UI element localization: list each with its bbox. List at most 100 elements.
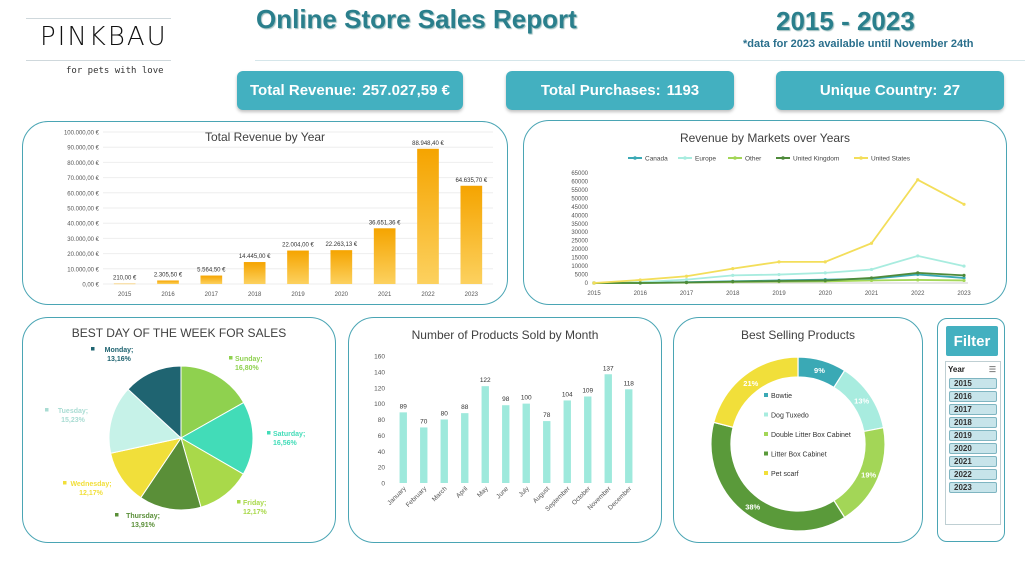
- legend-marker: [733, 156, 737, 160]
- pie-slice: [108, 388, 183, 454]
- data-label: 22.263,13 €: [325, 242, 357, 248]
- slicer-year-2020[interactable]: 2020: [949, 443, 997, 454]
- revenue-by-year-panel: Total Revenue by Year 0,00 € 10.000,00 € 2…: [22, 121, 508, 305]
- data-label: 14.445,00 €: [239, 254, 271, 260]
- x-tick-label: 2021: [865, 291, 879, 297]
- x-tick-label: 2019: [772, 291, 786, 297]
- slicer-year-2016[interactable]: 2016: [949, 391, 997, 402]
- data-point: [777, 260, 781, 264]
- slice-label: Friday;: [243, 500, 266, 507]
- data-point: [823, 271, 827, 275]
- slice-value: 19%: [861, 471, 876, 480]
- slicer-year-2017[interactable]: 2017: [949, 404, 997, 415]
- x-tick-label: 2016: [634, 291, 648, 297]
- data-label: 137: [603, 365, 614, 372]
- kpi-total-revenue: Total Revenue: 257.027,59 €: [237, 71, 463, 110]
- legend-label: Other: [745, 156, 762, 163]
- data-point: [777, 272, 781, 277]
- kpi-country-value: 27: [943, 82, 961, 99]
- kpi-total-purchases: Total Purchases: 1193: [506, 71, 734, 110]
- legend-marker: [229, 356, 233, 360]
- slicer-year-2023[interactable]: 2023: [949, 482, 997, 493]
- x-tick-label: 2022: [421, 292, 435, 298]
- y-tick-label: 0,00 €: [82, 283, 99, 289]
- pie-slice: [180, 365, 245, 439]
- slicer-year-2018[interactable]: 2018: [949, 417, 997, 428]
- data-point: [916, 254, 920, 258]
- bar: [330, 250, 353, 284]
- data-point: [638, 281, 642, 285]
- y-tick-label: 55000: [571, 188, 588, 194]
- filter-button[interactable]: Filter: [946, 326, 998, 356]
- bar: [399, 412, 407, 483]
- data-label: 122: [480, 377, 491, 384]
- bar: [563, 400, 571, 483]
- data-point: [823, 260, 827, 264]
- bar: [200, 275, 223, 284]
- slice-value: 38%: [745, 502, 760, 511]
- legend-marker: [764, 393, 768, 397]
- data-point: [684, 278, 689, 282]
- bar: [543, 421, 551, 483]
- bar: [460, 185, 483, 284]
- legend-marker: [781, 156, 785, 160]
- slice-value: 13,16%: [107, 356, 132, 363]
- slicer-year-2021[interactable]: 2021: [949, 456, 997, 467]
- data-point: [731, 267, 735, 271]
- x-tick-label: 2019: [291, 292, 305, 298]
- slice-label: Tuesday;: [58, 408, 88, 415]
- slice-value: 13,91%: [131, 522, 156, 529]
- x-tick-label: August: [532, 485, 551, 504]
- y-tick-label: 5000: [575, 273, 589, 279]
- slice-value: 16,56%: [273, 440, 298, 447]
- y-tick-label: 100.000,00 €: [64, 131, 100, 137]
- slice-value: 21%: [743, 379, 758, 388]
- bar: [373, 228, 396, 284]
- legend-marker: [764, 432, 768, 436]
- data-label: 88: [461, 404, 469, 411]
- y-tick-label: 120: [374, 385, 385, 392]
- revenue-by-year-chart: 0,00 € 10.000,00 € 20.000,00 € 30.000,00 € 4…: [64, 131, 493, 298]
- kpi-unique-country: Unique Country: 27: [776, 71, 1004, 110]
- data-label: 98: [502, 396, 510, 403]
- y-tick-label: 40: [378, 449, 386, 456]
- y-tick-label: 90.000,00 €: [67, 146, 99, 152]
- x-tick-label: 2017: [205, 292, 219, 298]
- best-day-chart: Sunday; 16,80% Saturday; 16,56% Friday; 12,17…: [45, 347, 305, 529]
- legend-label: Pet scarf: [771, 471, 799, 478]
- data-label: 109: [582, 387, 593, 394]
- brand-logo: PINKBAU: [40, 22, 185, 52]
- best-products-chart: 9% Bowtie 13% Dog Tuxedo 19% Double Litter Bo…: [710, 356, 886, 532]
- x-tick-label: March: [431, 485, 449, 503]
- slicer-year-2022[interactable]: 2022: [949, 469, 997, 480]
- y-tick-label: 140: [374, 369, 385, 376]
- bar: [243, 262, 266, 284]
- data-point: [684, 274, 689, 278]
- data-point: [869, 267, 874, 272]
- slicer-year-2019[interactable]: 2019: [949, 430, 997, 441]
- donut-slice: [713, 356, 799, 429]
- slicer-title: Year: [948, 364, 965, 374]
- multiselect-icon[interactable]: ☰: [988, 364, 996, 374]
- header-divider: [255, 60, 1025, 61]
- slice-value: 13%: [854, 397, 869, 406]
- slice-value: 12,17%: [243, 509, 268, 516]
- bar: [113, 283, 136, 285]
- data-point: [592, 281, 596, 285]
- bar: [440, 419, 448, 483]
- y-tick-label: 40000: [571, 213, 588, 219]
- slice-value: 9%: [814, 366, 825, 375]
- data-label: 5.564,50 €: [197, 268, 226, 274]
- year-range: 2015 - 2023: [776, 6, 915, 36]
- slice-label: Sunday;: [235, 356, 263, 363]
- donut-slice: [833, 426, 886, 519]
- legend-label: United States: [871, 156, 911, 163]
- data-point: [962, 264, 966, 268]
- data-point: [869, 276, 874, 280]
- x-tick-label: 2015: [118, 292, 132, 298]
- bar: [481, 386, 489, 483]
- y-tick-label: 65000: [571, 171, 588, 177]
- slicer-year-2015[interactable]: 2015: [949, 378, 997, 389]
- x-tick-label: May: [476, 485, 490, 499]
- y-tick-label: 20000: [571, 247, 588, 253]
